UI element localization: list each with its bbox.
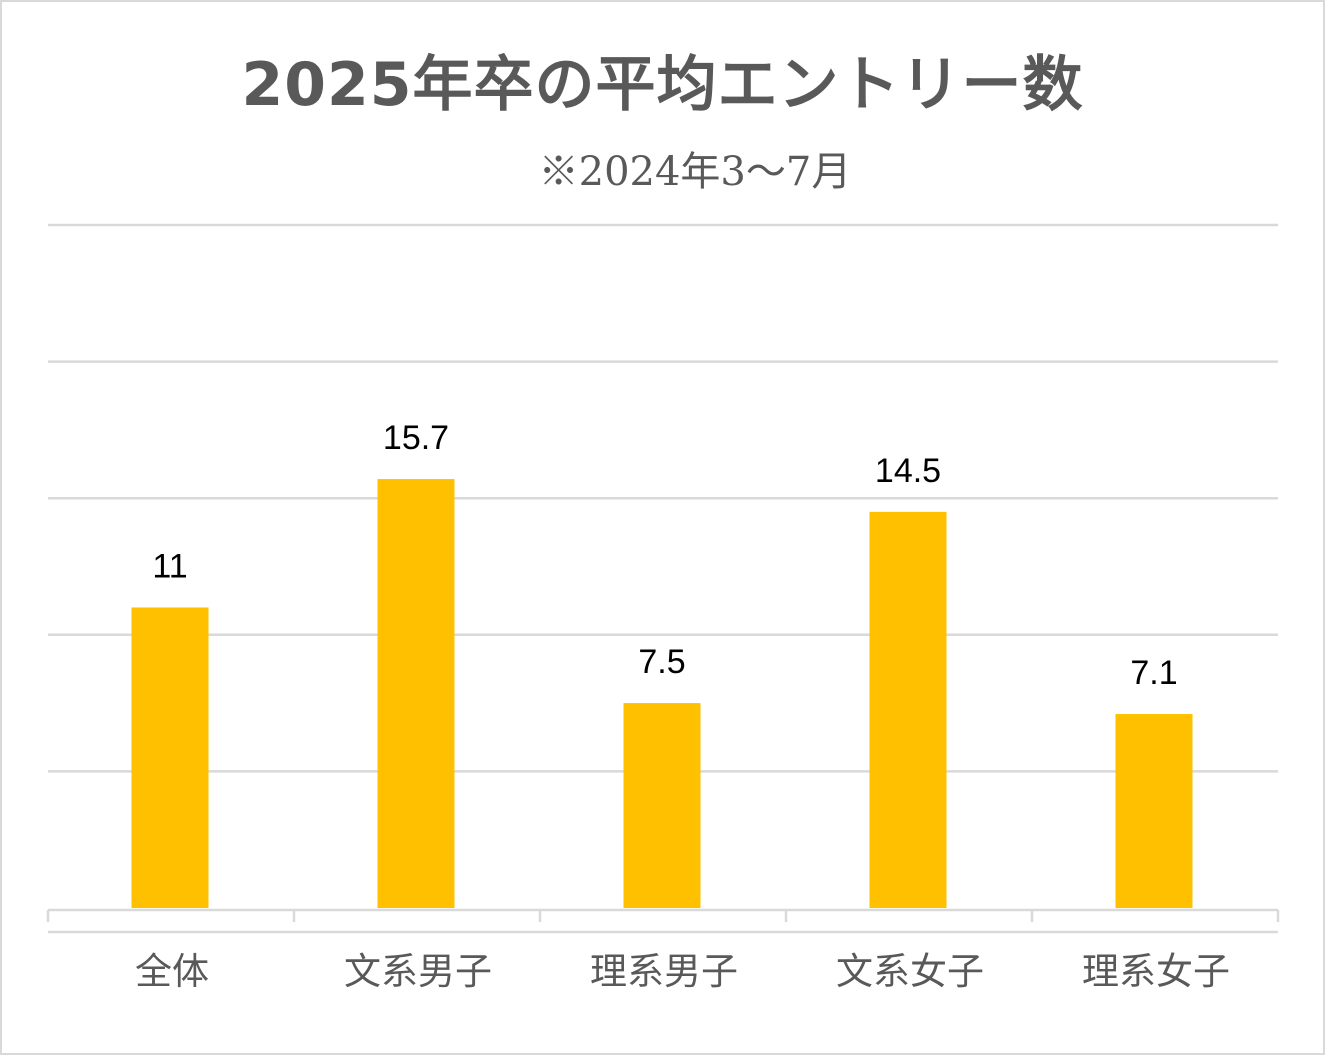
x-axis <box>46 908 1280 934</box>
gridlines <box>48 223 1278 773</box>
bar-3 <box>623 703 701 908</box>
category-label-3: 理系男子 <box>590 950 738 993</box>
value-labels: 11 15.7 7.5 14.5 7.1 <box>152 419 1177 692</box>
value-label-2: 15.7 <box>383 419 449 457</box>
category-label-2: 文系男子 <box>344 950 492 993</box>
chart-subtitle: ※2024年3～7月 <box>538 149 852 195</box>
bar-2 <box>377 479 455 908</box>
value-label-4: 14.5 <box>875 452 941 490</box>
bar-4 <box>869 511 947 908</box>
category-label-1: 全体 <box>135 950 209 993</box>
value-label-1: 11 <box>152 547 187 585</box>
category-labels: 全体 文系男子 理系男子 文系女子 理系女子 <box>135 950 1230 993</box>
bar-1 <box>131 607 209 908</box>
bar-5 <box>1115 714 1193 908</box>
category-label-5: 理系女子 <box>1082 950 1230 993</box>
chart-title: 2025年卒の平均エントリー数 <box>241 50 1084 120</box>
value-label-5: 7.1 <box>1130 654 1177 692</box>
value-label-3: 7.5 <box>638 643 685 681</box>
category-label-4: 文系女子 <box>836 950 984 993</box>
bars <box>131 479 1193 908</box>
